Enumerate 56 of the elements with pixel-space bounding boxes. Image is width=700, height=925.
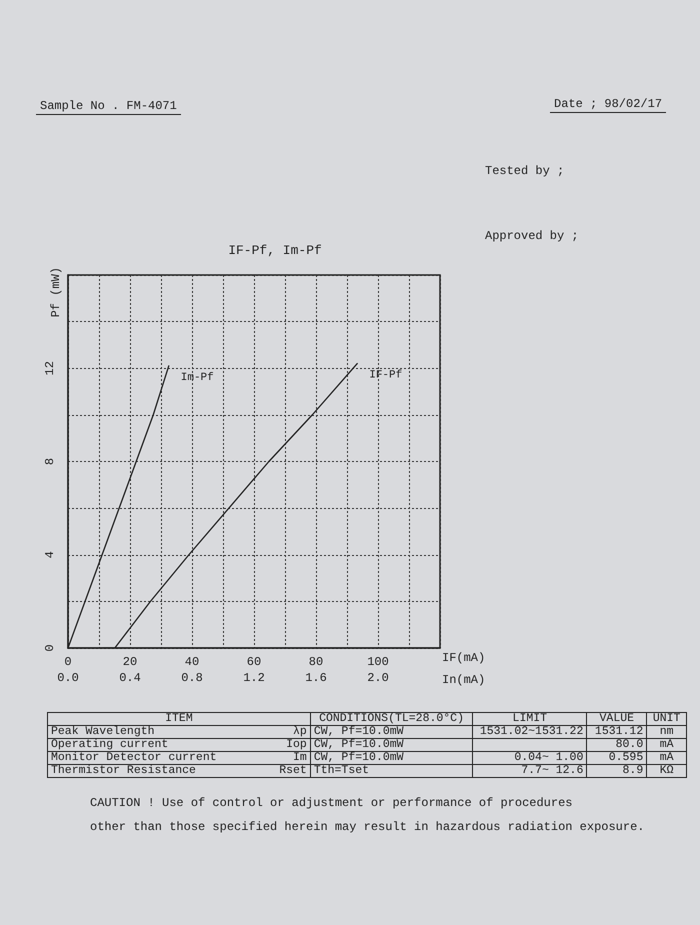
text: CAUTION ! Use of control or adjustment or performance of procedures bbox=[90, 796, 572, 810]
x2-tick-label: 0.8 bbox=[181, 671, 203, 685]
text: LIMIT bbox=[472, 712, 587, 726]
series-label: IF-Pf bbox=[369, 370, 402, 382]
text: Operating current bbox=[51, 738, 168, 751]
text: Monitor Detector current bbox=[51, 751, 217, 764]
text: VALUE bbox=[586, 712, 647, 726]
text: 1531.12 bbox=[586, 725, 647, 738]
text: Iop bbox=[286, 738, 307, 751]
x-tick-label: 40 bbox=[184, 655, 200, 669]
x-tick-label: 80 bbox=[308, 655, 324, 669]
text: ITEM bbox=[48, 712, 310, 726]
text: CW, Pf=10.0mW bbox=[310, 751, 473, 764]
y-tick-label: 12 bbox=[43, 361, 57, 376]
y-tick-label: 8 bbox=[43, 458, 57, 466]
text: CW, Pf=10.0mW bbox=[310, 725, 473, 738]
series-label: Im-Pf bbox=[180, 372, 214, 384]
x2-tick-label: 1.6 bbox=[305, 671, 327, 685]
x-axis-title: IF(mA) bbox=[442, 651, 486, 665]
x-tick-label: 20 bbox=[122, 655, 138, 669]
text: 0.04~ 1.00 bbox=[472, 751, 587, 764]
text: Tth=Tset bbox=[310, 764, 473, 778]
text: CONDITIONS(TL=28.0°C) bbox=[310, 712, 473, 726]
x-tick-label: 60 bbox=[246, 655, 262, 669]
x2-tick-label: 1.2 bbox=[243, 671, 265, 685]
text: CW, Pf=10.0mW bbox=[310, 738, 473, 752]
y-tick-label: 4 bbox=[43, 551, 57, 558]
x2-tick-label: 2.0 bbox=[367, 671, 389, 685]
text: 8.9 bbox=[586, 764, 647, 778]
text: Peak Wavelength bbox=[51, 725, 155, 738]
text: λp bbox=[293, 725, 307, 738]
x2-tick-label: 0.4 bbox=[119, 671, 141, 685]
chart-title: IF-Pf, Im-Pf bbox=[228, 243, 322, 258]
text: nm bbox=[646, 725, 686, 738]
x2-tick-label: 0.0 bbox=[57, 671, 79, 685]
text: Rset bbox=[279, 764, 307, 777]
x-tick-label: 100 bbox=[367, 655, 389, 669]
y-axis-title: Pf (mW) bbox=[49, 267, 63, 318]
text: mA bbox=[646, 738, 686, 752]
text: 1531.02~1531.22 bbox=[472, 725, 587, 738]
y-tick-label: 0 bbox=[43, 644, 57, 652]
text: Tested by ; bbox=[485, 164, 564, 178]
text: Sample No . FM-4071 bbox=[36, 99, 181, 115]
x-tick-label: 0 bbox=[64, 655, 72, 669]
text: Im bbox=[293, 751, 307, 764]
text: 7.7~ 12.6 bbox=[472, 764, 587, 778]
x2-axis-title: In(mA) bbox=[442, 673, 486, 687]
text: 80.0 bbox=[586, 738, 647, 752]
text: Approved by ; bbox=[485, 229, 579, 243]
text: Date ; 98/02/17 bbox=[550, 97, 666, 113]
text: 0.595 bbox=[586, 751, 647, 764]
text: Thermistor Resistance bbox=[51, 764, 196, 777]
text: other than those specified herein may result in hazardous radiation exposure. bbox=[90, 820, 644, 834]
text: KΩ bbox=[646, 764, 686, 778]
text: mA bbox=[646, 751, 686, 764]
text: UNIT bbox=[646, 712, 686, 726]
